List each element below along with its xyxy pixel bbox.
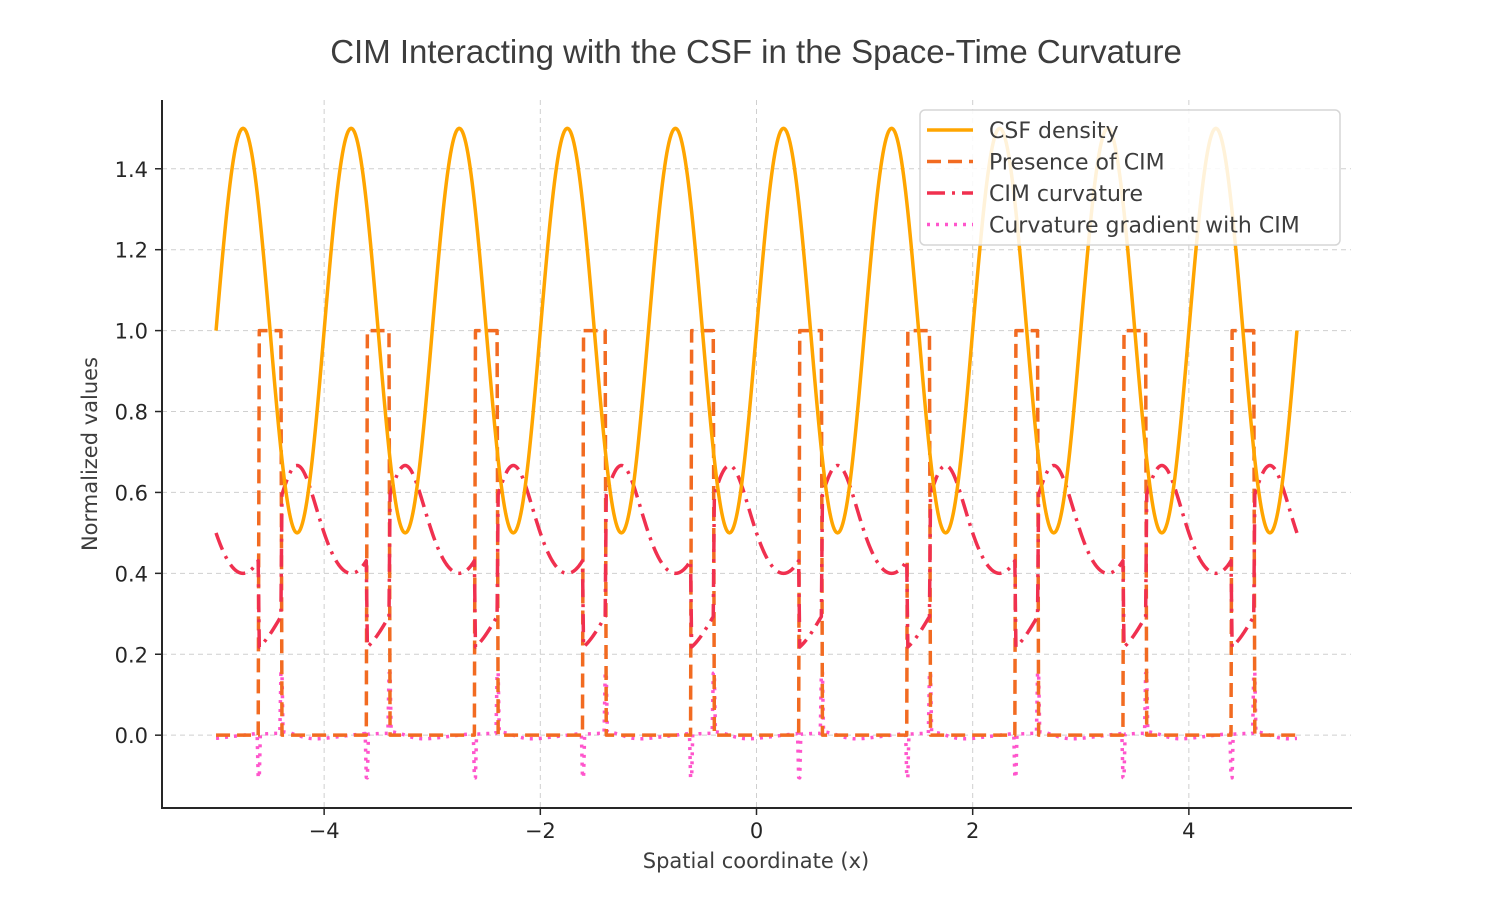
legend-label: Curvature gradient with CIM: [989, 214, 1300, 239]
x-axis-label: Spatial coordinate (x): [643, 849, 869, 873]
x-tick-label: 4: [1182, 819, 1195, 843]
legend-label: CSF density: [989, 119, 1119, 144]
x-tick-label: −4: [309, 819, 340, 843]
y-tick-label: 0.8: [115, 401, 148, 425]
legend-item-curvature-gradient: Curvature gradient with CIM: [927, 214, 1300, 239]
legend-item-cim-curvature: CIM curvature: [927, 182, 1143, 207]
y-tick-label: 1.2: [115, 239, 148, 263]
legend-label: Presence of CIM: [989, 151, 1165, 176]
chart-title: CIM Interacting with the CSF in the Spac…: [330, 33, 1182, 70]
legend-item-csf-density: CSF density: [927, 119, 1119, 144]
legend-label: CIM curvature: [989, 182, 1143, 207]
y-tick-label: 0.4: [115, 562, 148, 586]
legend-item-presence-of-cim: Presence of CIM: [927, 151, 1165, 176]
legend: CSF density Presence of CIM CIM curvature C…: [919, 109, 1341, 246]
y-tick-label: 0.2: [115, 643, 148, 667]
x-tick-label: −2: [525, 819, 556, 843]
y-tick-label: 0.6: [115, 481, 148, 505]
x-axis-ticks: −4 −2 0 2 4: [309, 808, 1196, 843]
x-tick-label: 0: [750, 819, 763, 843]
legend-frame: [919, 109, 1341, 246]
y-axis-ticks: 0.0 0.2 0.4 0.6 0.8 1.0 1.2 1.4: [115, 158, 162, 748]
y-tick-label: 1.4: [115, 158, 148, 182]
x-tick-label: 2: [966, 819, 979, 843]
presence-of-cim-line: [215, 328, 1298, 737]
y-tick-label: 0.0: [115, 724, 148, 748]
y-axis-label: Normalized values: [78, 357, 102, 551]
cim-curvature-line: [214, 463, 1299, 649]
y-tick-label: 1.0: [115, 320, 148, 344]
